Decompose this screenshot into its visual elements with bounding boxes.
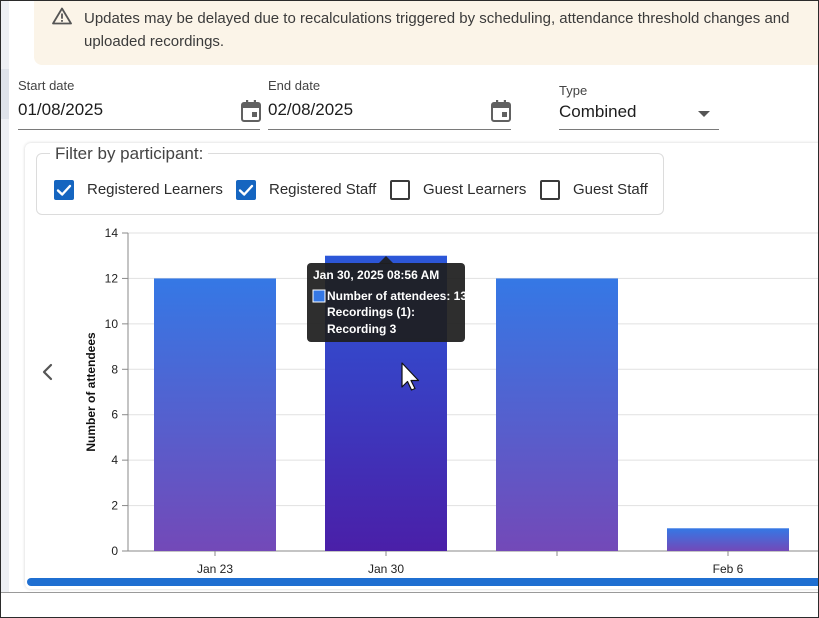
chevron-left-icon[interactable] (38, 361, 58, 383)
type-value: Combined (559, 102, 637, 121)
checkbox-box[interactable] (540, 180, 560, 200)
type-underline (559, 129, 719, 130)
tooltip-title: Jan 30, 2025 08:56 AM (313, 268, 439, 282)
calendar-icon[interactable] (240, 99, 262, 123)
y-tick-label: 6 (111, 408, 118, 422)
start-date-label: Start date (18, 78, 75, 93)
end-date-input[interactable]: 02/08/2025 (268, 100, 354, 119)
chart-bars (154, 255, 789, 551)
y-tick-label: 14 (105, 226, 119, 240)
y-tick-label: 8 (111, 362, 118, 376)
x-tick-label: Jan 23 (197, 562, 233, 576)
type-label: Type (559, 83, 588, 98)
end-date-underline (268, 129, 511, 130)
start-date-input[interactable]: 01/08/2025 (18, 100, 104, 119)
banner-message: Updates may be delayed due to recalculat… (84, 10, 790, 50)
y-tick-label: 0 (111, 544, 118, 558)
mouse-cursor-icon (401, 362, 420, 391)
checkbox-label[interactable]: Registered Learners (87, 181, 223, 198)
tooltip-series-swatch (312, 289, 326, 303)
check-icon (238, 184, 254, 196)
check-icon (56, 184, 72, 196)
warning-icon (52, 7, 72, 25)
gutter-marker (1, 69, 9, 119)
x-tick-label: Jan 30 (368, 562, 404, 576)
bar (667, 528, 789, 551)
checkbox-box[interactable] (390, 180, 410, 200)
left-gutter (1, 1, 9, 593)
tooltip-pointer (378, 256, 394, 264)
bottom-divider (1, 592, 818, 593)
start-date-field[interactable]: Start date 01/08/2025 (18, 78, 260, 130)
checkbox-box[interactable] (236, 180, 256, 200)
tooltip-attendees: Number of attendees: 13 (327, 289, 467, 303)
update-warning-banner: Updates may be delayed due to recalculat… (34, 1, 818, 65)
tooltip-recordings: Recordings (1): (327, 305, 415, 319)
y-tick-label: 2 (111, 499, 118, 513)
tooltip-box (307, 263, 465, 342)
type-select[interactable]: Type Combined (559, 83, 719, 130)
y-tick-label: 4 (111, 453, 118, 467)
start-date-underline (18, 129, 260, 130)
checkbox-label[interactable]: Guest Staff (573, 181, 648, 198)
participant-filter-legend: Filter by participant: (50, 144, 209, 164)
checkbox-label[interactable]: Guest Learners (423, 181, 527, 198)
bar (496, 278, 618, 551)
y-tick-label: 10 (105, 317, 119, 331)
y-tick-label: 12 (105, 271, 119, 285)
tooltip-recording-name: Recording 3 (327, 322, 397, 336)
end-date-field[interactable]: End date 02/08/2025 (268, 78, 511, 130)
end-date-label: End date (268, 78, 321, 93)
horizontal-scrollbar[interactable] (27, 578, 818, 586)
bar (154, 278, 276, 551)
checkbox-label[interactable]: Registered Staff (269, 181, 377, 198)
checkbox-box[interactable] (54, 180, 74, 200)
x-tick-label: Feb 6 (713, 562, 744, 576)
calendar-icon[interactable] (490, 99, 512, 123)
chart-labels: 0 2 4 6 8 10 12 14 Jan 23 Jan 30 Feb 6 (105, 226, 744, 576)
chart-tooltip: Jan 30, 2025 08:56 AM Number of attendee… (307, 256, 467, 342)
y-axis-title: Number of attendees (84, 332, 98, 452)
chevron-down-icon[interactable] (697, 110, 711, 118)
